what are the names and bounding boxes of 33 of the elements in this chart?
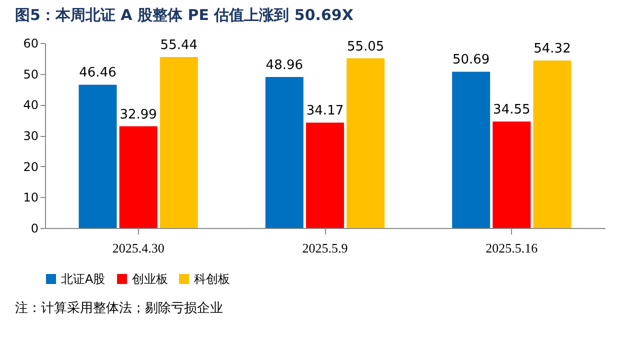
chart-title: 图5：本周北证 A 股整体 PE 估值上涨到 50.69X (15, 6, 354, 24)
data-label: 34.17 (306, 104, 344, 119)
data-label: 55.05 (346, 39, 384, 54)
data-label: 55.44 (160, 38, 198, 54)
text: 注：计算采用整体法；剔除亏损企业 (15, 301, 223, 316)
bar (78, 84, 117, 228)
bar (306, 122, 344, 228)
y-tick-label: 0 (30, 222, 38, 236)
data-label: 34.55 (493, 102, 530, 118)
bar (265, 77, 304, 228)
bar (346, 58, 385, 228)
data-label: 54.32 (534, 42, 571, 57)
bar (119, 126, 158, 228)
y-tick-label: 50 (23, 67, 38, 82)
y-tick-label: 40 (23, 98, 38, 112)
x-tick-label: 2025.4.30 (112, 240, 164, 256)
y-tick-label: 60 (23, 36, 38, 50)
bar (160, 57, 198, 228)
x-tick-label: 2025.5.9 (302, 240, 348, 256)
x-tick-label: 2025.5.16 (486, 240, 538, 256)
data-label: 50.69 (452, 52, 490, 68)
y-tick-label: 30 (23, 129, 38, 143)
data-label: 46.46 (79, 66, 116, 81)
data-label: 48.96 (266, 58, 304, 74)
data-label: 32.99 (120, 107, 157, 122)
y-tick-label: 10 (23, 190, 38, 205)
bar (533, 60, 572, 228)
y-tick-label: 20 (23, 160, 38, 174)
legend-label: 创业板 (132, 272, 168, 286)
bar (452, 72, 490, 228)
legend-label: 科创板 (194, 272, 230, 286)
bar (492, 121, 531, 228)
legend-label: 北证A股 (61, 272, 106, 286)
